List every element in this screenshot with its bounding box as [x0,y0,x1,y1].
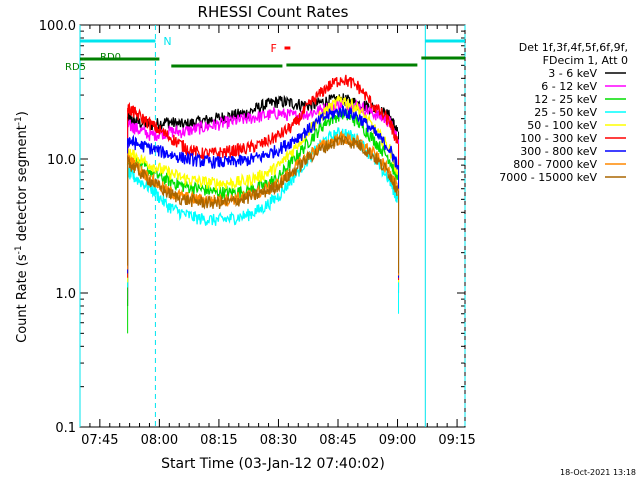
x-tick-label: 08:30 [260,433,297,448]
x-tick-label: 09:15 [438,433,475,448]
legend: Det 1f,3f,4f,5f,6f,9f, FDecim 1, Att 0 3… [499,41,628,184]
x-axis-label: Start Time (03-Jan-12 07:40:02) [161,456,385,472]
legend-label: 800 - 7000 keV [513,158,597,171]
y-tick-label: 1.0 [55,287,76,302]
legend-label: 50 - 100 keV [527,119,597,132]
x-axis: 07:45 08:00 08:15 08:30 08:45 09:00 09:15 [79,25,476,448]
legend-label: 3 - 6 keV [548,67,597,80]
series-line [126,95,399,191]
y-axis-label-exponent: -1 [14,116,24,125]
chart-title: RHESSI Count Rates [198,3,349,21]
flare-label: F [271,42,277,55]
legend-header-line: FDecim 1, Att 0 [543,54,628,67]
y-axis-label-part: ) [15,111,30,116]
y-axis: 100.0 10.0 1.0 0.1 [39,19,465,436]
y-axis-label-exponent: -1 [14,245,24,254]
x-tick-label: 08:15 [200,433,237,448]
legend-label: 7000 - 15000 keV [499,171,597,184]
orbit-annotations: N F RD0 RD5 [65,25,466,427]
night-label: N [163,35,171,48]
plot-area: 100.0 10.0 1.0 0.1 07:45 08:00 08:15 08:30 08:4… [39,19,476,448]
series-line [126,93,399,132]
y-tick-label: 10.0 [47,153,76,168]
series-line [126,74,399,161]
x-tick-label: 09:00 [379,433,416,448]
legend-label: 300 - 800 keV [520,145,597,158]
x-tick-label: 08:00 [141,433,178,448]
legend-label: 100 - 300 keV [520,132,597,145]
y-axis-label: Count Rate (s-1 detector segment-1) [14,111,30,343]
y-axis-label-part: Count Rate (s [15,254,30,343]
series-line [126,104,399,170]
y-tick-label: 0.1 [55,421,76,436]
legend-label: 25 - 50 keV [534,106,597,119]
y-tick-label: 100.0 [39,19,76,34]
legend-label: 12 - 25 keV [534,93,597,106]
x-tick-label: 08:45 [319,433,356,448]
plot-timestamp: 18-Oct-2021 13:18 [560,468,636,477]
legend-header-line: Det 1f,3f,4f,5f,6f,9f, [519,41,628,54]
series-lines [126,74,400,334]
x-tick-label: 07:45 [81,433,118,448]
legend-label: 6 - 12 keV [541,80,597,93]
series-line [126,130,399,207]
decimation-label: RD0 [100,52,121,63]
y-axis-label-part: detector segment [15,125,30,245]
decimation-label: RD5 [65,62,86,73]
series-line [126,134,399,210]
